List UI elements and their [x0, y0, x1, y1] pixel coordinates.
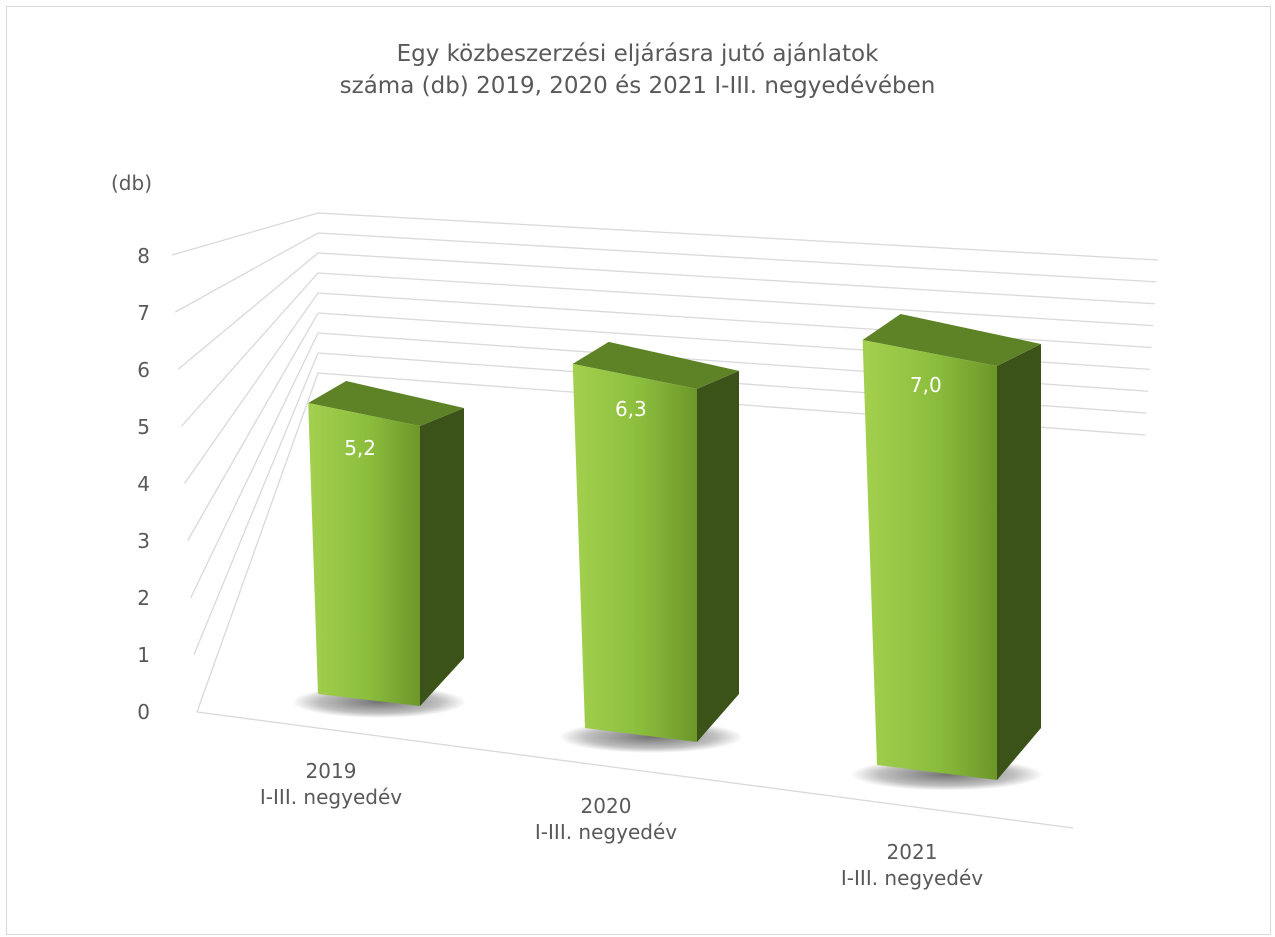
- gridline: [174, 232, 1157, 313]
- gridline: [177, 252, 1155, 370]
- data-labels: 5,2 6,3 7,0: [344, 373, 942, 460]
- category-label: 2019: [306, 759, 357, 783]
- gridline: [180, 272, 1154, 427]
- y-axis-unit-label: (db): [111, 171, 152, 195]
- gridline: [171, 212, 1159, 261]
- bar-front-face: [862, 340, 997, 780]
- chart-title-line-2: száma (db) 2019, 2020 és 2021 I-III. neg…: [339, 73, 936, 99]
- bar-data-label: 5,2: [344, 436, 376, 460]
- y-tick-label: 3: [137, 529, 150, 553]
- y-tick-label: 1: [137, 643, 150, 667]
- y-tick-label: 2: [137, 586, 150, 610]
- category-label: 2020: [581, 794, 632, 818]
- bar-data-label: 6,3: [615, 397, 647, 421]
- y-axis-ticks: 0 1 2 3 4 5 6 7 8: [137, 244, 150, 724]
- y-tick-label: 8: [137, 244, 150, 268]
- y-tick-label: 6: [137, 358, 150, 382]
- chart-title: Egy közbeszerzési eljárásra jutó ajánlat…: [0, 38, 1275, 102]
- bar: [308, 381, 464, 706]
- bar: [572, 341, 739, 742]
- bar-front-face: [308, 403, 420, 706]
- bar-side-face: [697, 370, 739, 742]
- bar-top-face: [862, 314, 1041, 366]
- y-tick-label: 5: [137, 415, 150, 439]
- y-tick-label: 7: [137, 301, 150, 325]
- category-label: 2021: [887, 840, 938, 864]
- category-label: I-III. negyedév: [260, 785, 402, 809]
- bar-side-face: [420, 408, 464, 706]
- bar-top-face: [308, 381, 464, 426]
- gridline: [183, 292, 1152, 484]
- y-tick-label: 4: [137, 472, 150, 496]
- bar-side-face: [997, 344, 1041, 780]
- y-tick-label: 0: [137, 700, 150, 724]
- bars: [308, 314, 1041, 780]
- bar-data-label: 7,0: [910, 373, 942, 397]
- bar-front-face: [572, 363, 697, 742]
- bar: [862, 314, 1041, 780]
- category-label: I-III. negyedév: [841, 866, 983, 890]
- category-label: I-III. negyedév: [535, 820, 677, 844]
- chart-title-line-1: Egy közbeszerzési eljárásra jutó ajánlat…: [396, 41, 879, 67]
- bar-top-face: [572, 341, 739, 389]
- floor-edge: [196, 711, 1074, 829]
